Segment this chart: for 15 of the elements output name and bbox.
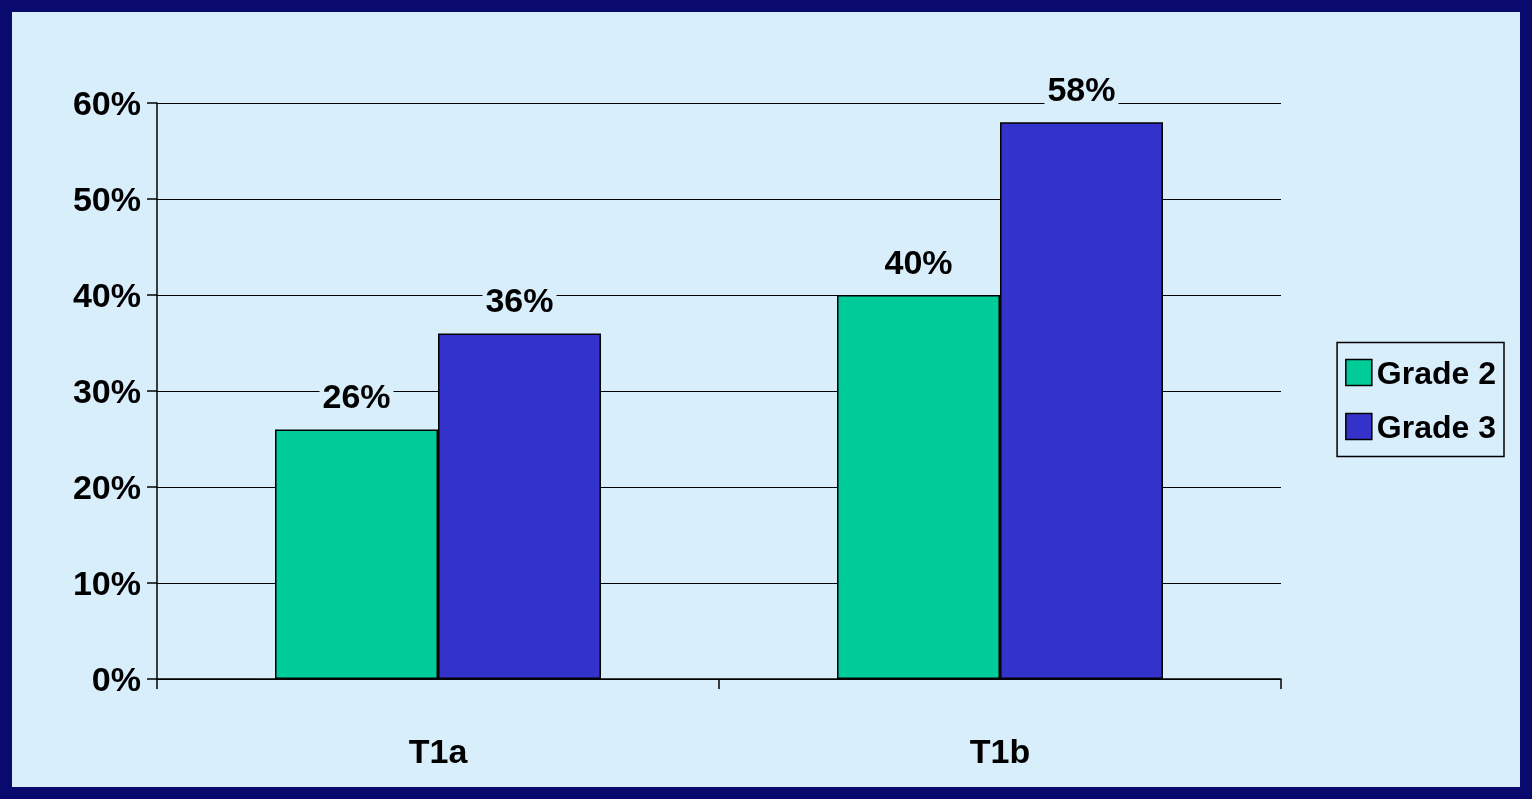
data-label: 36%: [485, 281, 554, 320]
y-tick-label: 20%: [72, 468, 141, 506]
legend-label: Grade 2: [1376, 354, 1496, 391]
y-tick-label: 10%: [72, 564, 141, 602]
data-label: 58%: [1047, 70, 1116, 109]
y-tick-label: 60%: [72, 84, 141, 122]
y-tick-label: 0%: [91, 660, 141, 698]
data-label: 26%: [322, 377, 391, 416]
y-tick-label: 30%: [72, 372, 141, 410]
y-tick-label: 40%: [72, 276, 141, 314]
legend-label: Grade 3: [1376, 408, 1496, 445]
y-tick-label: 50%: [72, 180, 141, 218]
x-tick-label: T1b: [969, 732, 1031, 770]
data-label: 40%: [884, 243, 953, 281]
x-tick-label: T1a: [408, 732, 469, 770]
